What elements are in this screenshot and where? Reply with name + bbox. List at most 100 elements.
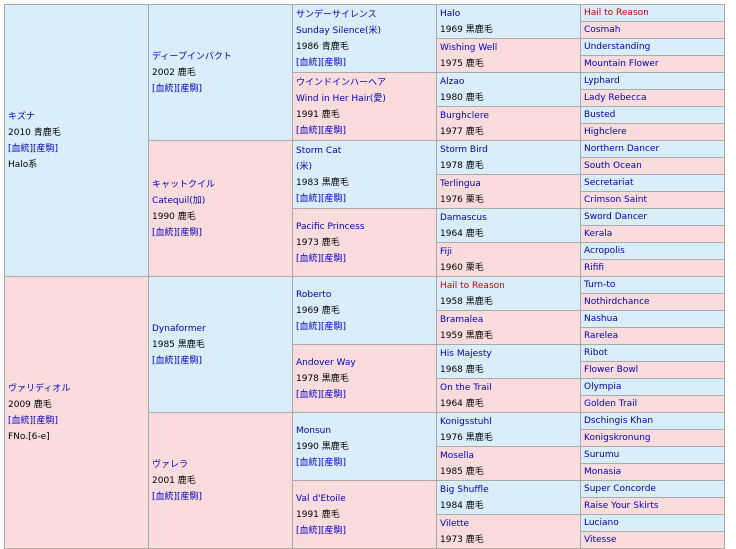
g4-horse-name-link[interactable]: Big Shuffle: [440, 484, 489, 495]
pedigree-offspring-links[interactable]: [血統][産駒]: [296, 125, 347, 136]
g5-horse-name-link[interactable]: Rarelea: [584, 331, 619, 341]
horse-info-text: 2010 青鹿毛: [8, 127, 61, 138]
g3-horse-origin-link[interactable]: Wind in Her Hair(愛): [296, 93, 386, 104]
g4-horse-name-link[interactable]: Fiji: [440, 246, 453, 257]
g3-horse-name-link[interactable]: Storm Cat: [296, 145, 342, 156]
g1-horse-name-link[interactable]: ヴァリディオル: [8, 383, 71, 394]
g3-horse-name-link[interactable]: Andover Way: [296, 357, 356, 368]
g4-horse-name-link[interactable]: Halo: [440, 8, 461, 19]
g5-horse-name-link[interactable]: Crimson Saint: [584, 195, 647, 205]
g5-horse-name-link[interactable]: Dschingis Khan: [584, 416, 654, 426]
pedigree-offspring-links[interactable]: [血統][産駒]: [152, 227, 203, 238]
g5-horse-name-link[interactable]: Konigskronung: [584, 433, 651, 443]
sire-dam-cell-g5: Monasia: [580, 463, 725, 481]
pedigree-offspring-links[interactable]: [血統][産駒]: [296, 57, 347, 68]
sire-dam-cell-g4: Bramalea 1959 黒鹿毛: [436, 310, 581, 345]
pedigree-offspring-links[interactable]: [血統][産駒]: [152, 355, 203, 366]
pedigree-offspring-links[interactable]: [血統][産駒]: [152, 83, 203, 94]
g2-horse-name-link[interactable]: ディープインパクト: [152, 51, 232, 62]
g5-horse-name-link[interactable]: Hail to Reason: [584, 8, 649, 18]
g5-horse-name-link[interactable]: Kerala: [584, 229, 613, 239]
g5-horse-name-link[interactable]: Highclere: [584, 127, 627, 137]
g5-horse-name-link[interactable]: Golden Trail: [584, 399, 638, 409]
g4-horse-name-link[interactable]: Terlingua: [440, 178, 481, 189]
g5-horse-name-link[interactable]: Raise Your Skirts: [584, 501, 659, 511]
g5-horse-name-link[interactable]: Mountain Flower: [584, 59, 659, 69]
pedigree-offspring-links[interactable]: [血統][産駒]: [296, 193, 347, 204]
g5-horse-name-link[interactable]: Northern Dancer: [584, 144, 660, 154]
g2-horse-name-link[interactable]: ヴァレラ: [152, 459, 189, 470]
g5-horse-name-link[interactable]: Luciano: [584, 518, 619, 528]
pedigree-row: Cosmah: [5, 21, 725, 39]
g5-horse-name-link[interactable]: Sword Dancer: [584, 212, 648, 222]
pedigree-offspring-links[interactable]: [血統][産駒]: [296, 525, 347, 536]
horse-info-text: 1985 黒鹿毛: [152, 339, 205, 350]
pedigree-offspring-links[interactable]: [血統][産駒]: [8, 143, 59, 154]
g4-horse-name-link[interactable]: Storm Bird: [440, 144, 488, 155]
horse-info-text: 1960 栗毛: [440, 262, 484, 273]
g5-horse-name-link[interactable]: Busted: [584, 110, 616, 120]
g4-horse-name-link[interactable]: On the Trail: [440, 382, 492, 393]
g4-horse-name-link[interactable]: Damascus: [440, 212, 487, 223]
pedigree-offspring-links[interactable]: [血統][産駒]: [296, 389, 347, 400]
g5-horse-name-link[interactable]: Monasia: [584, 467, 622, 477]
pedigree-offspring-links[interactable]: [血統][産駒]: [8, 415, 59, 426]
g1-horse-name-link[interactable]: キズナ: [8, 111, 36, 122]
g5-horse-name-link[interactable]: Flower Bowl: [584, 365, 639, 375]
g3-horse-name-link[interactable]: ウインドインハーヘア: [296, 77, 387, 88]
sire-dam-cell-g5: Rififi: [580, 259, 725, 277]
g2-horse-name-link[interactable]: キャットクイル: [152, 179, 216, 190]
g4-horse-name-link[interactable]: Wishing Well: [440, 42, 498, 53]
pedigree-offspring-links[interactable]: [血統][産駒]: [296, 253, 347, 264]
horse-info-text: 1973 鹿毛: [440, 534, 484, 545]
g4-horse-name-link[interactable]: Alzao: [440, 76, 465, 87]
g5-horse-name-link[interactable]: Rififi: [584, 263, 605, 273]
g3-horse-origin-link[interactable]: Sunday Silence(米): [296, 25, 381, 36]
pedigree-row: Konigskronung: [5, 429, 725, 447]
g5-horse-name-link[interactable]: Surumu: [584, 450, 620, 460]
g5-horse-name-link[interactable]: Turn-to: [584, 280, 616, 290]
g5-horse-name-link[interactable]: Super Concorde: [584, 484, 656, 494]
pedigree-offspring-links[interactable]: [血統][産駒]: [296, 457, 347, 468]
g5-horse-name-link[interactable]: Ribot: [584, 348, 608, 358]
pedigree-table: キズナ 2010 青鹿毛 [血統][産駒] Halo系 ディープインパクト 2002 鹿毛…: [4, 4, 725, 549]
pedigree-offspring-links[interactable]: [血統][産駒]: [296, 321, 347, 332]
horse-info-text: 1985 鹿毛: [440, 466, 484, 477]
g5-horse-name-link[interactable]: Understanding: [584, 42, 651, 52]
g3-horse-name-link[interactable]: Val d'Etoile: [296, 493, 346, 504]
g4-horse-name-link[interactable]: Konigsstuhl: [440, 416, 492, 427]
g5-horse-name-link[interactable]: Nashua: [584, 314, 618, 324]
g4-horse-name-link[interactable]: Burghclere: [440, 110, 489, 121]
g4-horse-name-link[interactable]: Vilette: [440, 518, 470, 529]
g5-horse-name-link[interactable]: Olympia: [584, 382, 622, 392]
sire-dam-cell-g5: Understanding: [580, 38, 725, 56]
g3-horse-name-link[interactable]: Roberto: [296, 289, 332, 300]
sire-dam-cell-g5: Highclere: [580, 123, 725, 141]
sire-dam-cell-g5: Lyphard: [580, 72, 725, 90]
sire-dam-cell-g3: Andover Way 1978 黒鹿毛 [血統][産駒]: [292, 344, 437, 413]
g3-horse-name-link[interactable]: サンデーサイレンス: [296, 9, 377, 20]
horse-info-text: 1964 鹿毛: [440, 228, 484, 239]
g5-horse-name-link[interactable]: Nothirdchance: [584, 297, 650, 307]
g3-horse-origin-link[interactable]: (米): [296, 161, 313, 172]
g4-horse-name-link[interactable]: Mosella: [440, 450, 475, 461]
g5-horse-name-link[interactable]: Vitesse: [584, 535, 617, 545]
sire-dam-cell-g3: Roberto 1969 鹿毛 [血統][産駒]: [292, 276, 437, 345]
sire-dam-cell-g2: キャットクイル Catequil(加) 1990 鹿毛 [血統][産駒]: [148, 140, 293, 277]
g5-horse-name-link[interactable]: South Ocean: [584, 161, 642, 171]
sire-dam-cell-g3: Storm Cat (米) 1983 黒鹿毛 [血統][産駒]: [292, 140, 437, 209]
g4-horse-name-link[interactable]: Hail to Reason: [440, 280, 505, 291]
g5-horse-name-link[interactable]: Acropolis: [584, 246, 625, 256]
g5-horse-name-link[interactable]: Lyphard: [584, 76, 620, 86]
g5-horse-name-link[interactable]: Cosmah: [584, 25, 621, 35]
g4-horse-name-link[interactable]: Bramalea: [440, 314, 484, 325]
sire-dam-cell-g4: Halo 1969 黒鹿毛: [436, 4, 581, 39]
g3-horse-name-link[interactable]: Monsun: [296, 425, 332, 436]
g2-horse-origin-link[interactable]: Catequil(加): [152, 195, 206, 206]
g3-horse-name-link[interactable]: Pacific Princess: [296, 221, 365, 232]
pedigree-offspring-links[interactable]: [血統][産駒]: [152, 491, 203, 502]
g5-horse-name-link[interactable]: Lady Rebecca: [584, 93, 647, 103]
g5-horse-name-link[interactable]: Secretariat: [584, 178, 634, 188]
g2-horse-name-link[interactable]: Dynaformer: [152, 323, 206, 334]
g4-horse-name-link[interactable]: His Majesty: [440, 348, 492, 359]
